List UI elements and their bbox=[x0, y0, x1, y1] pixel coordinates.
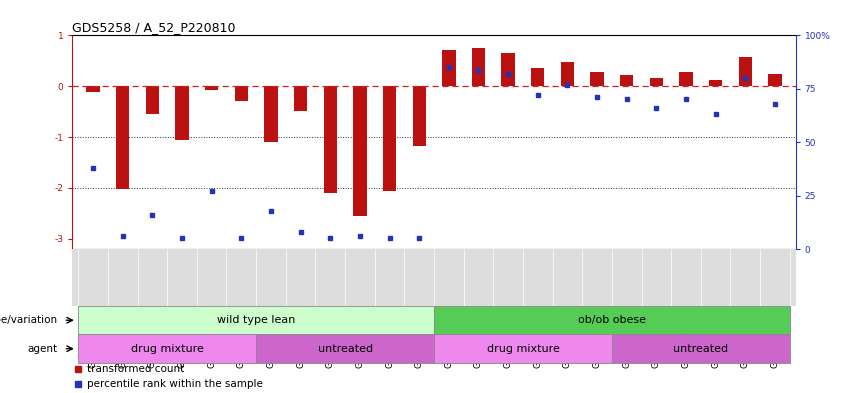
Text: wild type lean: wild type lean bbox=[217, 315, 295, 325]
Bar bbox=[78, 306, 434, 334]
Bar bbox=[561, 62, 574, 86]
Bar bbox=[434, 306, 790, 334]
Bar bbox=[205, 86, 219, 90]
Bar bbox=[679, 72, 693, 86]
Bar bbox=[768, 73, 781, 86]
Bar bbox=[323, 86, 337, 193]
Bar bbox=[531, 68, 545, 86]
Text: untreated: untreated bbox=[673, 344, 728, 354]
Bar bbox=[78, 334, 256, 363]
Bar bbox=[256, 334, 434, 363]
Text: agent: agent bbox=[27, 344, 58, 354]
Bar bbox=[175, 86, 189, 140]
Bar bbox=[709, 80, 722, 86]
Text: ob/ob obese: ob/ob obese bbox=[578, 315, 646, 325]
Bar bbox=[612, 334, 790, 363]
Bar bbox=[294, 86, 307, 111]
Text: GDS5258 / A_52_P220810: GDS5258 / A_52_P220810 bbox=[72, 21, 236, 34]
Bar bbox=[413, 86, 426, 146]
Bar bbox=[620, 75, 633, 86]
Text: drug mixture: drug mixture bbox=[131, 344, 203, 354]
Bar bbox=[739, 57, 752, 86]
Bar bbox=[501, 53, 515, 86]
Bar bbox=[649, 78, 663, 86]
Bar bbox=[116, 86, 129, 189]
Text: genotype/variation: genotype/variation bbox=[0, 315, 58, 325]
Bar bbox=[383, 86, 397, 191]
Text: transformed count: transformed count bbox=[87, 364, 184, 374]
Text: percentile rank within the sample: percentile rank within the sample bbox=[87, 379, 263, 389]
Bar bbox=[87, 86, 100, 92]
Bar bbox=[443, 50, 455, 86]
Bar bbox=[471, 48, 485, 86]
Bar bbox=[235, 86, 248, 101]
Bar bbox=[146, 86, 159, 114]
Text: drug mixture: drug mixture bbox=[487, 344, 559, 354]
Bar bbox=[434, 334, 612, 363]
Bar bbox=[265, 86, 277, 142]
Text: untreated: untreated bbox=[317, 344, 373, 354]
Bar bbox=[591, 72, 603, 86]
Bar bbox=[353, 86, 367, 216]
